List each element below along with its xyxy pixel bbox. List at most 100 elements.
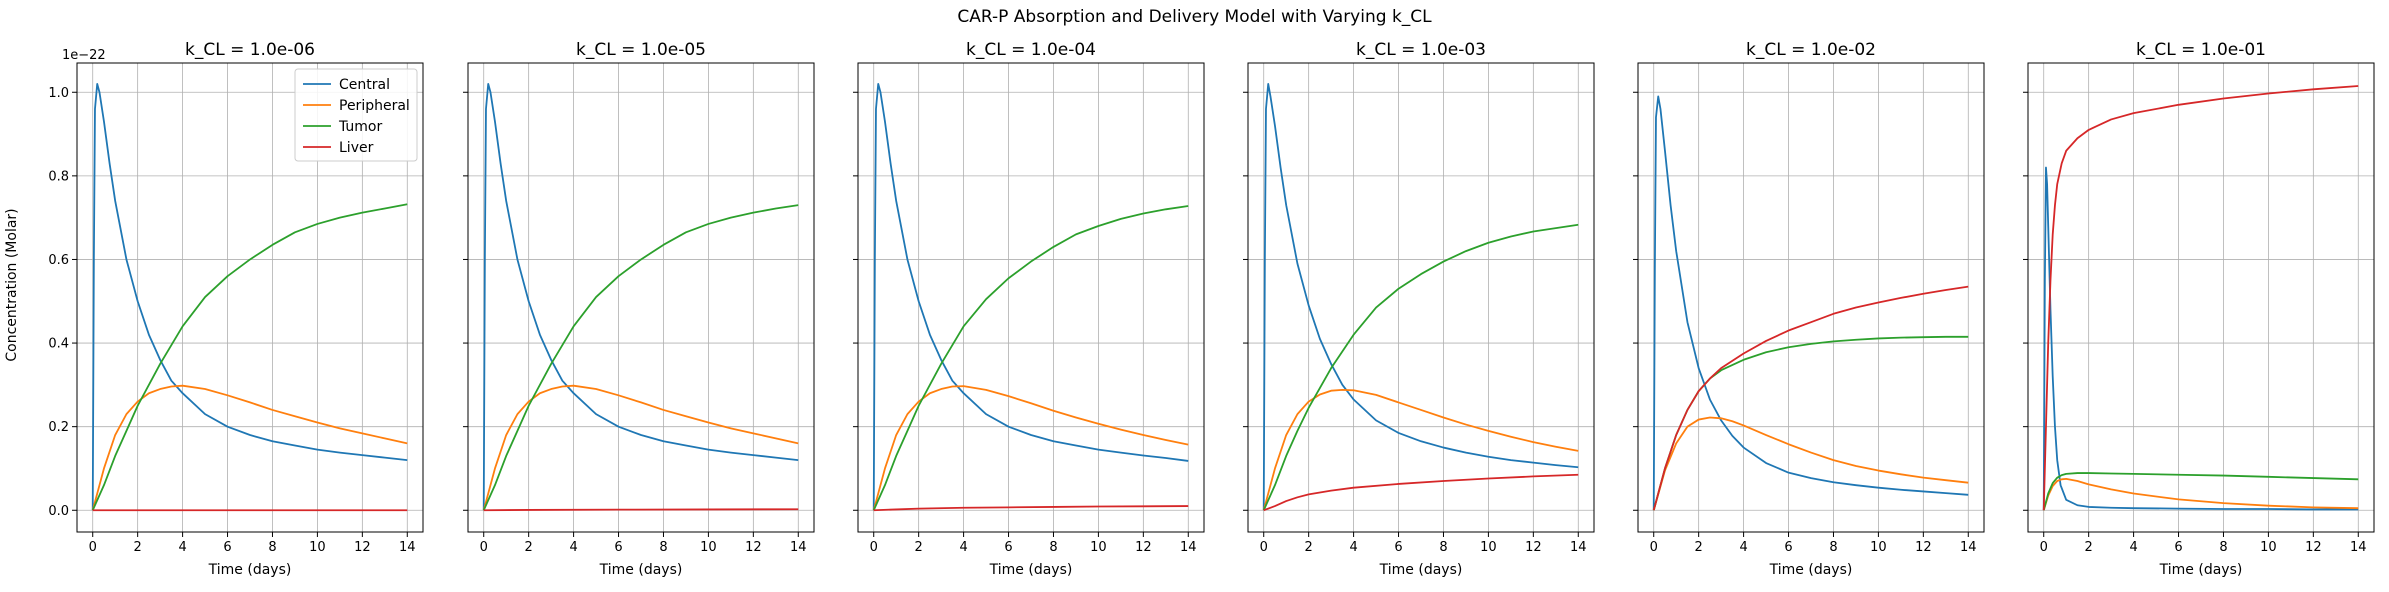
series-line-tumor: [1262, 223, 1579, 511]
x-tick-label: 0: [480, 540, 488, 555]
panel-title: k_CL = 1.0e-01: [2136, 40, 2266, 60]
x-tick-label: 8: [1049, 540, 1057, 555]
x-tick-label: 4: [1349, 540, 1357, 555]
x-tick-label: 0: [2040, 540, 2048, 555]
panel-title: k_CL = 1.0e-04: [966, 40, 1096, 60]
series-line-liver: [483, 508, 799, 512]
x-tick-label: 14: [1960, 540, 1977, 555]
series-line-central: [1262, 83, 1579, 511]
series-line-central: [1652, 95, 1969, 511]
x-axis-label: Time (days): [2159, 562, 2243, 578]
plot-frame: [1637, 62, 1985, 533]
x-tick-label: 8: [1829, 540, 1837, 555]
series-line-liver: [1263, 473, 1579, 512]
x-tick-label: 0: [1260, 540, 1268, 555]
x-tick-label: 14: [399, 540, 416, 555]
panels: 0 2 4 6 8 10 12 14 0.0 0.2 0.4 0.6 0.8 1.0 k_CL = 1.0e…: [48, 40, 2375, 578]
series-line-peripheral: [1262, 388, 1579, 511]
legend-label-liver: Liver: [339, 140, 374, 156]
series-line-central: [872, 83, 1189, 511]
series-line-tumor: [872, 205, 1189, 511]
y-tick-label: 0.4: [48, 337, 69, 352]
x-tick-label: 4: [569, 540, 577, 555]
x-axis-label: Time (days): [599, 562, 683, 578]
x-tick-label: 2: [525, 540, 533, 555]
series-line-peripheral: [2042, 478, 2359, 511]
x-tick-label: 12: [1135, 540, 1152, 555]
y-tick-label: 0.6: [48, 253, 69, 268]
plot-frame: [467, 62, 815, 533]
series-line-central: [91, 83, 408, 511]
x-tick-label: 10: [2260, 540, 2277, 555]
x-tick-label: 0: [89, 540, 97, 555]
x-tick-label: 2: [1305, 540, 1313, 555]
series-line-tumor: [2042, 472, 2359, 511]
x-tick-label: 12: [1915, 540, 1932, 555]
series-line-peripheral: [1652, 416, 1969, 511]
series-line-tumor: [482, 204, 799, 511]
y-tick-label: 1.0: [48, 86, 69, 101]
x-tick-label: 6: [1004, 540, 1012, 555]
panel-4: 0 2 4 6 8 10 12 14 k_CL = 1.0e-03 Time (days): [1243, 40, 1595, 578]
legend-label-peripheral: Peripheral: [339, 98, 410, 114]
x-tick-label: 0: [1650, 540, 1658, 555]
x-tick-label: 8: [2219, 540, 2227, 555]
legend-label-central: Central: [339, 77, 390, 93]
x-axis-label: Time (days): [1769, 562, 1853, 578]
x-tick-label: 10: [1480, 540, 1497, 555]
x-tick-label: 4: [959, 540, 967, 555]
panel-title: k_CL = 1.0e-06: [185, 40, 315, 60]
series-line-peripheral: [91, 384, 408, 511]
x-tick-label: 4: [2129, 540, 2137, 555]
y-axis-label: Concentration (Molar): [4, 208, 20, 361]
figure-title: CAR-P Absorption and Delivery Model with…: [957, 7, 1432, 27]
x-tick-label: 8: [659, 540, 667, 555]
x-tick-label: 2: [1695, 540, 1703, 555]
x-tick-label: 12: [1525, 540, 1542, 555]
x-tick-label: 4: [178, 540, 186, 555]
x-axis-label: Time (days): [989, 562, 1073, 578]
x-tick-label: 6: [614, 540, 622, 555]
panel-5: 0 2 4 6 8 10 12 14 k_CL = 1.0e-02 Time (days): [1633, 40, 1985, 578]
series-line-central: [482, 83, 799, 511]
panel-3: 0 2 4 6 8 10 12 14 k_CL = 1.0e-04 Time (days): [853, 40, 1205, 578]
x-tick-label: 4: [1739, 540, 1747, 555]
x-tick-label: 10: [1870, 540, 1887, 555]
x-tick-label: 6: [1784, 540, 1792, 555]
panel-title: k_CL = 1.0e-03: [1356, 40, 1486, 60]
x-axis-label: Time (days): [1379, 562, 1463, 578]
y-tick-label: 0.8: [48, 169, 69, 184]
legend: Central Peripheral Tumor Liver: [294, 68, 418, 162]
series-line-liver: [1652, 285, 1969, 511]
panel-2: 0 2 4 6 8 10 12 14 k_CL = 1.0e-05 Time (days): [463, 40, 815, 578]
y-offset-label: 1e−22: [62, 48, 106, 63]
x-axis-label: Time (days): [208, 562, 292, 578]
x-tick-label: 6: [2174, 540, 2182, 555]
panel-6: 0 2 4 6 8 10 12 14 k_CL = 1.0e-01 Time (days): [2023, 40, 2375, 578]
legend-box: [294, 68, 418, 162]
x-tick-label: 10: [700, 540, 717, 555]
x-tick-label: 12: [745, 540, 762, 555]
x-tick-label: 10: [309, 540, 326, 555]
y-tick-label: 0.2: [48, 420, 69, 435]
series-line-central: [2042, 166, 2359, 511]
x-tick-label: 12: [2305, 540, 2322, 555]
x-tick-label: 2: [915, 540, 923, 555]
panel-title: k_CL = 1.0e-05: [576, 40, 706, 60]
x-tick-label: 14: [1180, 540, 1197, 555]
x-tick-label: 12: [354, 540, 371, 555]
series-line-liver: [2042, 85, 2359, 511]
x-tick-label: 8: [1439, 540, 1447, 555]
series-line-peripheral: [872, 385, 1189, 511]
plot-frame: [2027, 62, 2375, 533]
x-tick-label: 10: [1090, 540, 1107, 555]
plot-frame: [76, 62, 424, 533]
x-tick-label: 6: [223, 540, 231, 555]
x-tick-label: 8: [268, 540, 276, 555]
x-tick-label: 0: [870, 540, 878, 555]
x-tick-label: 14: [1570, 540, 1587, 555]
series-line-liver: [873, 505, 1189, 512]
series-line-peripheral: [482, 384, 799, 511]
legend-label-tumor: Tumor: [338, 119, 383, 135]
